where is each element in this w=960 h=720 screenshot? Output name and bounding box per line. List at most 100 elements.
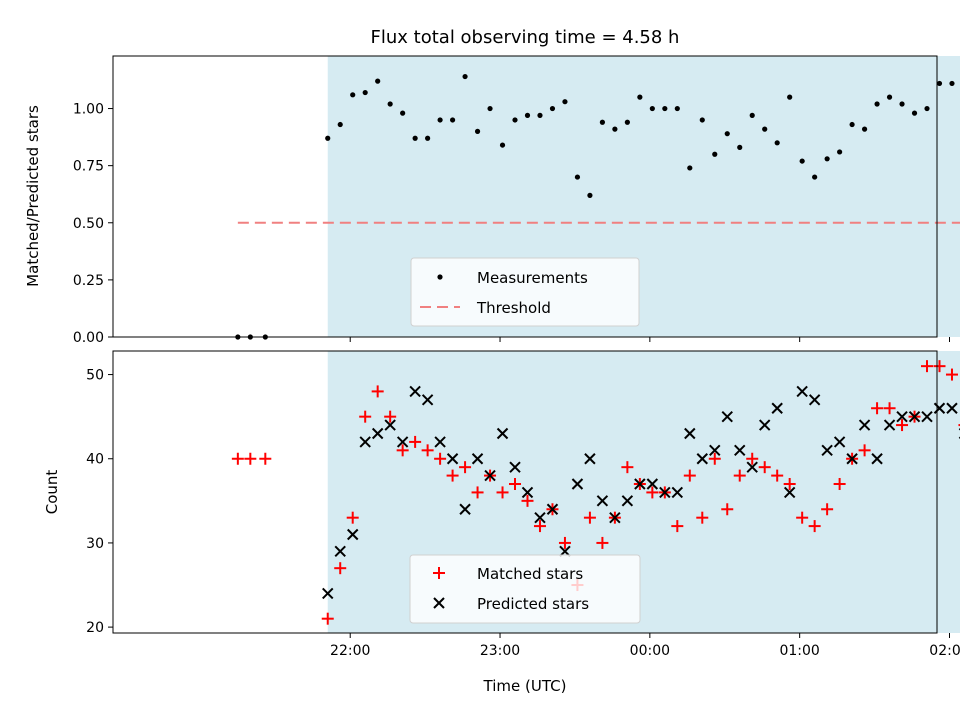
measurement-point <box>911 110 918 116</box>
predicted-star-point <box>746 461 758 473</box>
bottom-axes: 20 30 40 50 22:00 23:00 00:00 01:00 02:00 <box>86 368 960 659</box>
matched-star-point <box>646 486 659 499</box>
top-panel: 0.00 0.25 0.50 0.75 1.00 Matched/Predicted s… <box>24 55 960 346</box>
top-axes: 0.00 0.25 0.50 0.75 1.00 <box>73 102 950 346</box>
x-axis-label: Time (UTC) <box>483 677 567 695</box>
bottom-y-tick-label: 50 <box>86 368 104 384</box>
measurement-point <box>699 117 705 123</box>
matched-star-point <box>509 478 522 491</box>
predicted-star-point <box>322 587 334 600</box>
predicted-star-point <box>946 402 958 414</box>
measurement-point <box>787 94 793 100</box>
matched-star-point <box>896 419 909 432</box>
matched-stars-series <box>231 360 960 625</box>
x-tick-label: 00:00 <box>630 643 670 659</box>
matched-star-point <box>259 452 272 465</box>
matched-star-point <box>396 444 409 457</box>
predicted-star-point <box>908 410 921 423</box>
matched-star-point <box>746 452 759 465</box>
matched-star-point <box>821 503 834 516</box>
predicted-star-point <box>796 385 808 398</box>
matched-star-point <box>409 435 422 448</box>
predicted-star-point <box>634 478 646 490</box>
measurement-point <box>774 140 780 146</box>
matched-star-point <box>346 511 359 524</box>
predicted-stars-series <box>322 385 960 600</box>
bottom-y-tick-label: 40 <box>86 452 104 468</box>
measurement-point <box>350 92 356 98</box>
matched-star-point <box>733 469 746 482</box>
measurement-point <box>824 156 830 162</box>
measurement-point <box>799 158 805 164</box>
matched-star-point <box>883 402 896 415</box>
predicted-star-point <box>534 511 546 524</box>
predicted-star-point <box>833 436 846 448</box>
predicted-star-point <box>808 394 821 406</box>
predicted-star-point <box>484 469 496 482</box>
matched-star-point <box>583 511 596 524</box>
predicted-star-point <box>496 427 509 440</box>
predicted-star-point <box>721 410 733 423</box>
predicted-star-point <box>434 436 446 448</box>
matched-star-point <box>796 511 809 524</box>
top-axes-frame <box>112 55 938 338</box>
top-y-axis-label: Matched/Predicted stars <box>24 105 42 287</box>
matched-star-point <box>771 469 784 482</box>
matched-star-point <box>533 520 546 533</box>
measurement-point <box>762 126 768 132</box>
measurement-point <box>924 105 930 112</box>
legend-label-threshold: Threshold <box>476 299 551 317</box>
matched-star-point <box>321 612 334 625</box>
measurement-point <box>861 126 868 132</box>
measurements-series <box>235 73 955 340</box>
predicted-star-point <box>421 394 434 406</box>
matched-star-point <box>446 469 459 482</box>
legend-label-matched-stars: Matched stars <box>477 565 583 583</box>
measurement-point <box>599 119 606 125</box>
predicted-star-point <box>396 436 409 448</box>
matched-star-point <box>758 461 771 474</box>
measurement-point <box>662 105 668 112</box>
matched-star-point <box>933 360 946 373</box>
measurement-point <box>499 142 506 148</box>
predicted-star-point <box>684 427 696 440</box>
top-y-tick-label: 0.25 <box>73 273 104 289</box>
x-tick-label: 22:00 <box>330 643 370 659</box>
predicted-star-point <box>821 444 833 457</box>
top-y-tick-label: 0.00 <box>73 330 104 346</box>
matched-star-point <box>231 452 244 465</box>
predicted-star-point <box>871 453 883 465</box>
predicted-star-point <box>459 503 471 515</box>
measurement-point <box>449 117 456 123</box>
x-tick-label: 01:00 <box>779 643 819 659</box>
measurement-point <box>537 112 543 118</box>
legend-marker-measurements <box>437 274 443 280</box>
bottom-legend-box <box>409 554 641 624</box>
measurement-point <box>849 121 855 128</box>
measurement-point <box>362 89 368 96</box>
predicted-star-point <box>334 545 346 558</box>
measurement-point <box>649 105 655 112</box>
predicted-star-point <box>709 444 721 457</box>
measurement-point <box>474 128 481 134</box>
measurement-point <box>325 135 331 141</box>
matched-star-point <box>384 410 397 423</box>
measurement-point <box>400 110 406 116</box>
bottom-axes-frame <box>112 350 938 634</box>
bottom-y-axis-label: Count <box>43 470 61 515</box>
measurement-point <box>375 78 381 84</box>
matched-star-point <box>783 478 796 491</box>
matched-star-point <box>696 511 709 524</box>
predicted-star-point <box>409 385 421 398</box>
measurement-point <box>812 174 818 180</box>
predicted-star-point <box>521 486 534 499</box>
measurement-point <box>712 151 718 157</box>
matched-star-point <box>521 494 534 507</box>
matched-star-point <box>371 385 384 398</box>
chart-title: Flux total observing time = 4.58 h <box>371 27 680 48</box>
measurement-point <box>886 94 893 100</box>
matched-star-point <box>244 452 257 465</box>
matched-star-point <box>708 452 721 465</box>
top-y-tick-label: 0.50 <box>73 216 104 232</box>
